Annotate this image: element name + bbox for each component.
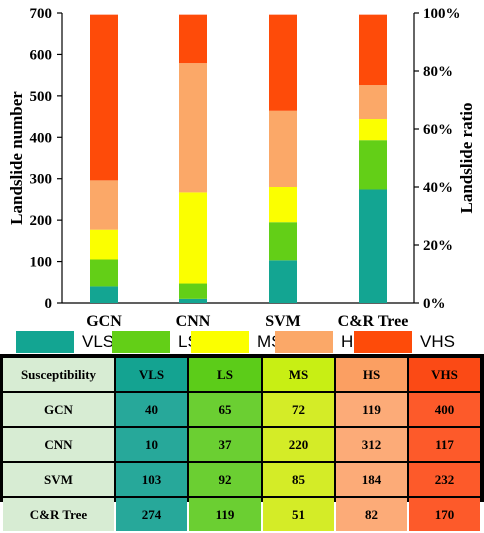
table-cell: 232 (409, 463, 480, 496)
bar-ls-svm (269, 222, 297, 261)
table-cell: 103 (116, 463, 187, 496)
y-tick-label: 400 (30, 130, 53, 146)
y2-tick-label: 0% (423, 296, 446, 312)
table-cell: 400 (409, 393, 480, 426)
table-cell: 85 (263, 463, 334, 496)
table-cell: 312 (336, 428, 407, 461)
bar-vhs-cnn (179, 14, 207, 64)
legend-item-hs: HS (275, 331, 365, 353)
bar-ms-cnn (179, 192, 207, 284)
legend-item-vhs: VHS (354, 331, 455, 353)
table-row-label: GCN (3, 393, 114, 426)
table-cell: 82 (336, 498, 407, 531)
x-axis-tick-labels: GCN CNN SVM C&R Tree (86, 313, 408, 330)
bar-vls-c-r-tree (359, 189, 387, 303)
y2-tick-label: 80% (423, 64, 453, 80)
bar-ls-c-r-tree (359, 140, 387, 190)
x-tick-label: CNN (176, 313, 211, 330)
bar-hs-svm (269, 110, 297, 187)
y2-tick-label: 60% (423, 122, 453, 138)
y-axis-title: Landslide number (7, 91, 26, 225)
table-cell: 72 (263, 393, 334, 426)
bar-hs-c-r-tree (359, 85, 387, 120)
bar-ls-cnn (179, 283, 207, 299)
table-header-susceptibility: Susceptibility (3, 358, 114, 391)
bar-vls-svm (269, 260, 297, 303)
y2-axis-ticks: 0% 20% 40% 60% 80% 100% (414, 6, 461, 312)
table-header-vhs: VHS (409, 358, 480, 391)
y2-tick-label: 40% (423, 180, 453, 196)
legend-item-vls: VLS (16, 331, 114, 353)
table-row: GCN 40 65 72 119 400 (3, 393, 480, 426)
table-cell: 37 (189, 428, 261, 461)
y2-tick-label: 100% (423, 6, 461, 22)
bar-vls-gcn (90, 286, 118, 303)
table-header-vls: VLS (116, 358, 187, 391)
table-cell: 119 (189, 498, 261, 531)
legend-label: VLS (82, 332, 115, 351)
table-cell: 119 (336, 393, 407, 426)
bar-vhs-c-r-tree (359, 14, 387, 86)
legend-swatch (112, 331, 170, 353)
table-header-ls: LS (189, 358, 261, 391)
table-cell: 40 (116, 393, 187, 426)
bar-ms-c-r-tree (359, 119, 387, 141)
table-row: C&R Tree 274 119 51 82 170 (3, 498, 480, 531)
susceptibility-table: Susceptibility VLS LS MS HS VHS GCN 40 65 72 119… (0, 354, 484, 531)
bar-ms-svm (269, 187, 297, 223)
table-row: CNN 10 37 220 312 117 (3, 428, 480, 461)
table-cell: 220 (263, 428, 334, 461)
table-header-ms: MS (263, 358, 334, 391)
legend-label: VHS (420, 332, 455, 351)
legend-swatch (275, 331, 333, 353)
table-cell: 51 (263, 498, 334, 531)
table-row-label: SVM (3, 463, 114, 496)
y-tick-label: 200 (30, 213, 53, 229)
y2-axis-title: Landslide ratio (457, 103, 476, 214)
bar-hs-gcn (90, 180, 118, 230)
bar-ls-gcn (90, 259, 118, 287)
bar-hs-cnn (179, 63, 207, 193)
bar-ms-gcn (90, 229, 118, 260)
table-header-row: Susceptibility VLS LS MS HS VHS (3, 358, 480, 391)
bar-vhs-gcn (90, 14, 118, 181)
y-axis-ticks: 0 100 200 300 400 500 600 700 (30, 6, 62, 312)
table-cell: 170 (409, 498, 480, 531)
y-tick-label: 300 (30, 172, 53, 188)
x-tick-label: GCN (86, 313, 122, 330)
table-cell: 184 (336, 463, 407, 496)
y-tick-label: 700 (30, 6, 53, 22)
legend-swatch (354, 331, 412, 353)
table-header-hs: HS (336, 358, 407, 391)
y-tick-label: 600 (30, 47, 53, 63)
table-cell: 117 (409, 428, 480, 461)
legend-item-ls: LS (112, 331, 199, 353)
legend-swatch (191, 331, 249, 353)
legend: VLS LS MS HS VHS (0, 326, 484, 358)
y-tick-label: 500 (30, 89, 53, 105)
legend-item-ms: MS (191, 331, 283, 353)
table-cell: 65 (189, 393, 261, 426)
table-row-label: CNN (3, 428, 114, 461)
stacked-bar-chart: 0 100 200 300 400 500 600 700 0% 20% 40% 60% 80% 100… (7, 6, 476, 330)
y-tick-label: 100 (30, 255, 53, 271)
y2-tick-label: 20% (423, 238, 453, 254)
bars (90, 14, 387, 303)
table-cell: 274 (116, 498, 187, 531)
table-cell: 92 (189, 463, 261, 496)
table-cell: 10 (116, 428, 187, 461)
table-row-label: C&R Tree (3, 498, 114, 531)
y-tick-label: 0 (45, 296, 53, 312)
bar-vls-cnn (179, 298, 207, 303)
table-row: SVM 103 92 85 184 232 (3, 463, 480, 496)
x-tick-label: C&R Tree (338, 313, 409, 330)
legend-swatch (16, 331, 74, 353)
x-tick-label: SVM (265, 313, 301, 330)
bar-vhs-svm (269, 14, 297, 111)
